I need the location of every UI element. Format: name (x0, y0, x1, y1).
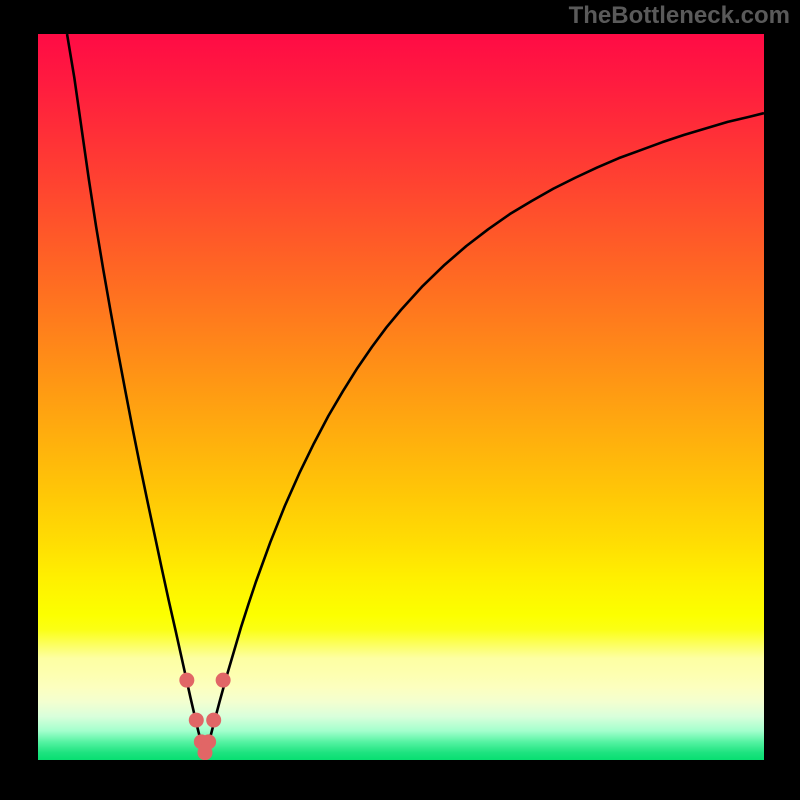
chart-container: TheBottleneck.com (0, 0, 800, 800)
curve-marker (216, 673, 231, 688)
watermark-label: TheBottleneck.com (569, 2, 790, 30)
curve-marker (206, 713, 221, 728)
curve-marker (189, 713, 204, 728)
curve-marker (201, 734, 216, 749)
curve-marker (179, 673, 194, 688)
gradient-background (38, 34, 764, 760)
plot-area (38, 34, 764, 760)
bottleneck-curve-chart (38, 34, 764, 760)
